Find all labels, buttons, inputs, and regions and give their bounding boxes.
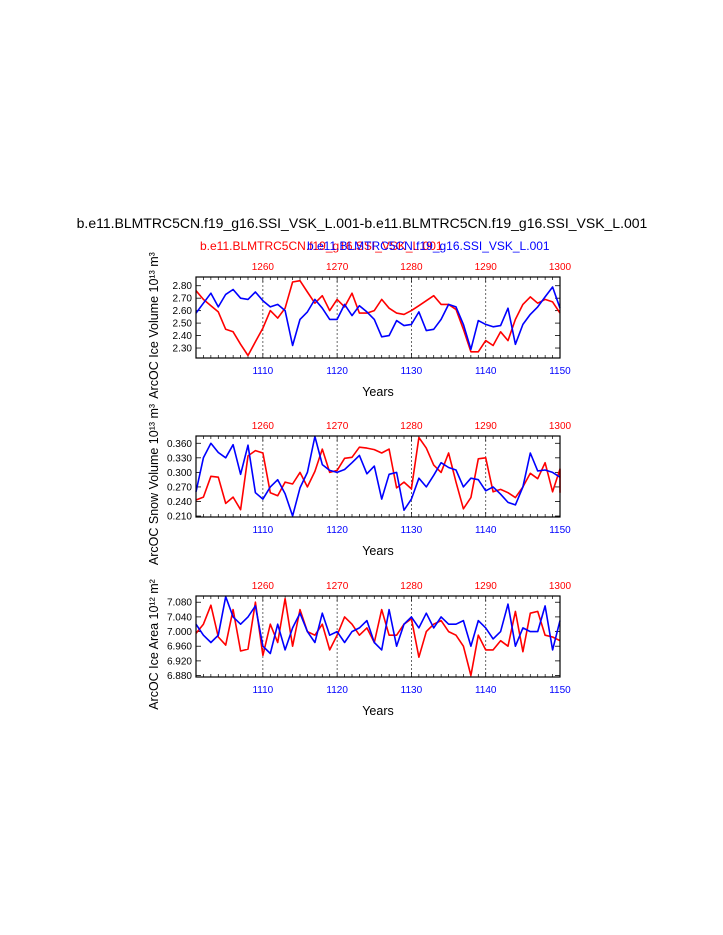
y-tick-label: 7.000 bbox=[167, 627, 192, 638]
plot-frame bbox=[195, 276, 561, 359]
panel-2: 0.360 0.330 0.300 0.270 0.240 0.210 1110 1120 11… bbox=[147, 404, 572, 565]
x-tick-label-bottom: 1130 bbox=[401, 366, 423, 377]
y-tick-label: 0.210 bbox=[167, 512, 192, 523]
x-tick-label-top: 1290 bbox=[475, 581, 498, 592]
y-tick-label: 7.080 bbox=[167, 598, 192, 609]
y-tick-label: 6.880 bbox=[167, 671, 192, 682]
y-tick-label: 0.240 bbox=[167, 497, 192, 508]
y-tick-label: 0.360 bbox=[167, 439, 192, 450]
y-tick-label: 2.70 bbox=[173, 294, 193, 305]
series-line-blue bbox=[195, 595, 561, 655]
x-tick-label-bottom: 1140 bbox=[475, 525, 497, 536]
x-tick-label-bottom: 1150 bbox=[549, 685, 571, 696]
x-tick-label-top: 1260 bbox=[252, 262, 275, 273]
plot-frame bbox=[195, 435, 561, 518]
series-line-red bbox=[195, 436, 561, 511]
series-line-red bbox=[195, 597, 561, 677]
x-tick-label-bottom: 1120 bbox=[326, 366, 348, 377]
x-tick-label-bottom: 1120 bbox=[326, 685, 348, 696]
figure-title: b.e11.BLMTRC5CN.f19_g16.SSI_VSK_L.001-b.… bbox=[77, 215, 648, 231]
panel-1: 2.80 2.702.60 2.502.40 2.30 1110 1120 1130 1140… bbox=[147, 252, 572, 399]
y-axis-label: ArcOC Ice Area 10¹² m² bbox=[147, 579, 161, 710]
y-axis-label: ArcOC Ice Volume 10¹³ m³ bbox=[147, 252, 161, 399]
x-tick-label-top: 1270 bbox=[326, 421, 349, 432]
x-tick-label-top: 1300 bbox=[549, 262, 572, 273]
x-tick-label-bottom: 1130 bbox=[401, 525, 423, 536]
y-tick-label: 2.60 bbox=[173, 306, 193, 317]
y-tick-label: 0.300 bbox=[167, 468, 192, 479]
x-tick-label-top: 1300 bbox=[549, 421, 572, 432]
series-line-red bbox=[195, 279, 561, 357]
y-tick-label: 6.960 bbox=[167, 642, 192, 653]
x-tick-label-bottom: 1140 bbox=[475, 366, 497, 377]
panels-group: 2.80 2.702.60 2.502.40 2.30 1110 1120 1130 1140… bbox=[147, 252, 572, 718]
x-tick-label-bottom: 1110 bbox=[252, 525, 273, 536]
x-tick-label-bottom: 1110 bbox=[252, 366, 273, 377]
x-tick-label-bottom: 1140 bbox=[475, 685, 497, 696]
y-tick-label: 0.330 bbox=[167, 453, 192, 464]
x-tick-label-top: 1260 bbox=[252, 421, 275, 432]
series-line-blue bbox=[195, 435, 561, 517]
y-tick-label: 7.040 bbox=[167, 612, 192, 623]
y-tick-label: 2.30 bbox=[173, 344, 193, 355]
y-axis-label: ArcOC Snow Volume 10¹³ m³ bbox=[147, 404, 161, 565]
panel-3: 7.080 7.040 7.000 6.960 6.920 6.880 1110 1120 11… bbox=[147, 579, 572, 718]
x-axis-label: Years bbox=[362, 544, 394, 558]
x-tick-label-bottom: 1150 bbox=[549, 525, 571, 536]
x-tick-label-bottom: 1120 bbox=[326, 525, 348, 536]
x-tick-label-top: 1290 bbox=[475, 262, 498, 273]
x-tick-label-top: 1280 bbox=[400, 262, 423, 273]
x-tick-label-bottom: 1130 bbox=[401, 685, 423, 696]
y-tick-label: 2.80 bbox=[173, 281, 193, 292]
x-tick-label-top: 1270 bbox=[326, 262, 349, 273]
x-tick-label-top: 1290 bbox=[475, 421, 498, 432]
y-tick-label: 2.40 bbox=[173, 331, 193, 342]
x-tick-label-bottom: 1110 bbox=[252, 685, 273, 696]
x-tick-label-top: 1300 bbox=[549, 581, 572, 592]
y-tick-label: 2.50 bbox=[173, 319, 193, 330]
subtitle-red: b.e11.BLMTRC5CN.f19_g16.SSI_VSK_L.001 bbox=[200, 239, 443, 253]
x-axis-label: Years bbox=[362, 385, 394, 399]
x-tick-label-bottom: 1150 bbox=[549, 366, 571, 377]
x-tick-label-top: 1260 bbox=[252, 581, 275, 592]
y-tick-label: 0.270 bbox=[167, 482, 192, 493]
x-tick-label-top: 1270 bbox=[326, 581, 349, 592]
plot-frame bbox=[195, 595, 561, 678]
y-tick-label: 6.920 bbox=[167, 656, 192, 667]
x-tick-label-top: 1280 bbox=[400, 581, 423, 592]
x-tick-label-top: 1280 bbox=[400, 421, 423, 432]
subtitle-blue: b.e11.BLMTRC5CN.f19_g16.SSI_VSK_L.001 bbox=[307, 239, 550, 253]
series-line-blue bbox=[195, 286, 561, 351]
x-axis-label: Years bbox=[362, 704, 394, 718]
